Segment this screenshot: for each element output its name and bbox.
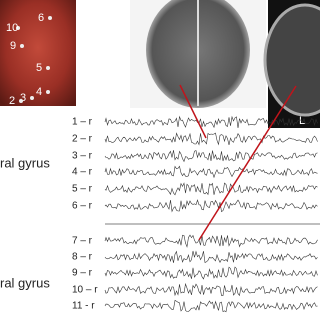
eeg-trace bbox=[104, 234, 318, 248]
channel-label: 5 – r bbox=[72, 184, 93, 195]
channel-labels: 1 – r 2 – r 3 – r 4 – r 5 – r 6 – r 7 – r 8 – r… bbox=[72, 117, 98, 312]
channel-label: 10 – r bbox=[72, 285, 98, 296]
electrode-number: 2 bbox=[9, 95, 15, 107]
surgery-photo bbox=[0, 0, 76, 106]
mri-brain-2 bbox=[263, 3, 320, 117]
eeg-trace bbox=[104, 150, 318, 163]
electrode bbox=[16, 26, 20, 30]
eeg-traces bbox=[104, 115, 320, 313]
pointer-line bbox=[179, 84, 207, 139]
eeg-trace bbox=[104, 115, 318, 129]
channel-label: 4 – r bbox=[72, 167, 93, 178]
electrode-number: 5 bbox=[36, 62, 42, 74]
channel-label: 2 – r bbox=[72, 134, 93, 145]
channel-label: 3 – r bbox=[72, 151, 93, 162]
channel-label: 6 – r bbox=[72, 201, 93, 212]
eeg-trace bbox=[104, 282, 318, 297]
channel-label: 7 – r bbox=[72, 236, 93, 247]
electrode-labels: 10 9 6 5 432 bbox=[6, 12, 52, 107]
electrode bbox=[46, 90, 50, 94]
region-label: ral gyrus bbox=[0, 155, 50, 170]
eeg-trace bbox=[104, 182, 318, 196]
electrode-number: 9 bbox=[10, 40, 16, 52]
pointer-line bbox=[198, 85, 297, 241]
electrode-number: 10 bbox=[6, 22, 18, 34]
electrode-number: 6 bbox=[38, 12, 44, 24]
channel-label: 11 - r bbox=[72, 301, 95, 312]
electrode bbox=[20, 44, 24, 48]
channel-label: 8 – r bbox=[72, 252, 93, 263]
electrode-number: 4 bbox=[36, 86, 42, 98]
eeg-trace bbox=[104, 132, 318, 146]
eeg-trace bbox=[104, 266, 318, 280]
channel-label: 1 – r bbox=[72, 117, 93, 128]
electrode bbox=[30, 96, 34, 100]
side-label: L bbox=[299, 115, 305, 127]
electrode bbox=[46, 66, 50, 70]
region-label: ral gyrus bbox=[0, 275, 50, 290]
electrode bbox=[19, 99, 23, 103]
electrode-number: 3 bbox=[20, 92, 26, 104]
eeg-trace bbox=[104, 299, 318, 313]
channel-label: 9 – r bbox=[72, 268, 93, 279]
eeg-trace bbox=[104, 250, 318, 263]
eeg-trace bbox=[104, 199, 318, 213]
eeg-trace bbox=[104, 165, 318, 179]
electrode bbox=[48, 16, 52, 20]
